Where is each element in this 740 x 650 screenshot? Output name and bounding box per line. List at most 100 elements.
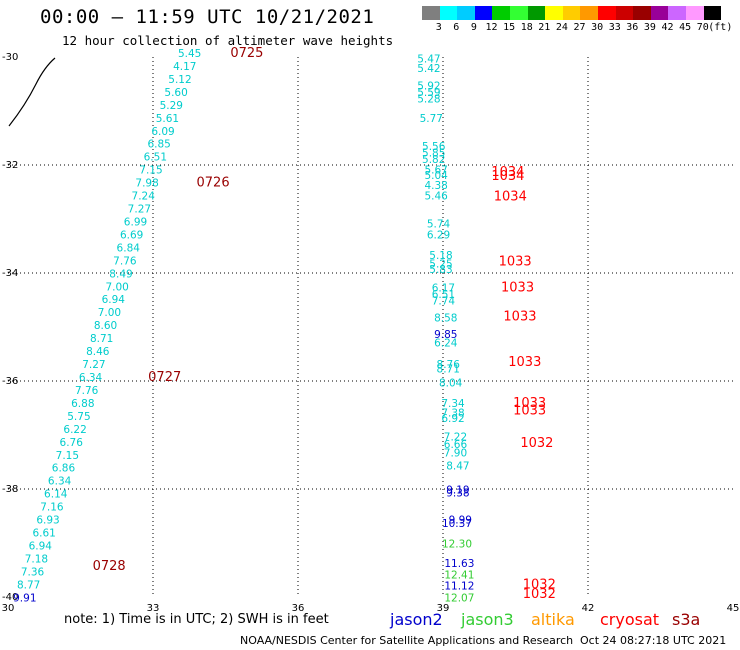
swh-value: 7.00: [105, 281, 128, 293]
swh-value: 5.25: [429, 259, 452, 271]
swh-value: 7.15: [56, 450, 79, 462]
legend-jason2: jason2: [390, 610, 443, 629]
swh-value: 7.90: [444, 448, 467, 460]
swh-value: 5.67: [424, 165, 447, 177]
legend-s3a: s3a: [672, 610, 701, 629]
time-label: 1033: [503, 310, 536, 325]
color-swatch: [685, 6, 704, 20]
swh-value: 6.93: [36, 515, 59, 527]
swh-value: 6.51: [432, 289, 455, 301]
swh-value: 12.41: [444, 570, 474, 582]
color-swatch: [580, 6, 598, 20]
lat-tick-label: -40: [2, 592, 18, 603]
lat-tick-label: -30: [2, 52, 18, 63]
color-scale-label: 33: [608, 22, 621, 33]
time-label: 1034: [494, 190, 527, 205]
note-text: note: 1) Time is in UTC; 2) SWH is in fe…: [64, 612, 329, 627]
time-label: 1032: [523, 577, 556, 592]
color-scale-label: 30: [591, 22, 604, 33]
swh-value: 8.47: [446, 461, 469, 473]
swh-value: 5.28: [417, 93, 440, 105]
swh-value: 7.22: [444, 431, 467, 443]
swh-value: 7.36: [21, 566, 45, 578]
swh-value: 9.38: [446, 488, 469, 500]
swh-value: 8.58: [434, 313, 457, 325]
swh-value: 7.74: [432, 295, 456, 307]
legend-altika: altika: [531, 610, 575, 629]
color-swatch: [457, 6, 475, 20]
color-scale-label: 70: [696, 22, 709, 33]
swh-value: 6.76: [60, 437, 84, 449]
swh-value: 6.88: [71, 398, 94, 410]
page-title: 00:00 — 11:59 UTC 10/21/2021: [40, 6, 375, 28]
lon-tick-label: 39: [437, 603, 450, 614]
color-scale-label: (ft): [708, 22, 733, 33]
color-swatch: [509, 6, 528, 20]
color-scale-label: 21: [538, 22, 551, 33]
swh-value: 6.66: [444, 439, 468, 451]
swh-value: 5.47: [417, 53, 440, 65]
swh-value: 5.46: [424, 191, 448, 203]
color-scale-bar: [422, 6, 722, 20]
color-scale-label: 27: [573, 22, 586, 33]
swh-value: 8.04: [439, 377, 463, 389]
swh-value: 6.85: [147, 139, 170, 151]
color-swatch: [668, 6, 686, 20]
time-label: 1034: [491, 165, 524, 180]
swh-value: 7.24: [132, 191, 156, 203]
swh-value: 5.18: [429, 250, 452, 262]
lat-tick-label: -32: [2, 160, 18, 171]
time-label: 0725: [230, 46, 263, 61]
color-scale-label: 18: [520, 22, 533, 33]
swh-value: 7.34: [441, 398, 465, 410]
lat-tick-label: -36: [2, 376, 18, 387]
swh-value: 8.60: [94, 320, 117, 332]
lon-tick-label: 30: [2, 603, 15, 614]
swh-value: 7.98: [135, 178, 158, 190]
color-scale-label: 36: [626, 22, 639, 33]
swh-value: 8.71: [90, 333, 113, 345]
time-label: 1034: [491, 169, 524, 184]
swh-value: 4.38: [424, 180, 447, 192]
time-label: 1033: [501, 280, 534, 295]
swh-value: 5.59: [417, 87, 440, 99]
color-swatch: [422, 6, 440, 20]
coastline: [8, 57, 56, 127]
lat-tick-label: -34: [2, 268, 18, 279]
swh-value: 5.12: [168, 74, 191, 86]
page-subtitle: 12 hour collection of altimeter wave hei…: [62, 33, 394, 48]
swh-value: 8.76: [437, 359, 461, 371]
swh-value: 5.75: [67, 411, 90, 423]
time-label: 0728: [93, 559, 126, 574]
time-label: 0726: [197, 176, 230, 191]
color-swatch: [474, 6, 493, 20]
legend-cryosat: cryosat: [600, 610, 660, 629]
swh-value: 10.37: [442, 518, 472, 530]
swh-value: 8.77: [17, 579, 40, 591]
swh-value: 7.76: [113, 255, 137, 267]
swh-value: 5.82: [422, 154, 445, 166]
swh-value: 6.94: [102, 294, 126, 306]
swh-value: 9.85: [434, 329, 457, 341]
color-swatch: [703, 6, 722, 20]
lon-tick-label: 45: [727, 603, 740, 614]
color-scale-label: 9: [470, 22, 477, 33]
color-scale-label: 12: [485, 22, 498, 33]
lon-tick-label: 42: [582, 603, 595, 614]
color-scale-label: 39: [643, 22, 656, 33]
lon-tick-label: 36: [292, 603, 305, 614]
color-swatch: [562, 6, 581, 20]
color-scale-label: 45: [679, 22, 692, 33]
time-label: 1033: [499, 254, 532, 269]
swh-value: 5.61: [156, 113, 179, 125]
color-swatch: [527, 6, 546, 20]
swh-value: 5.85: [422, 147, 445, 159]
swh-value: 5.74: [427, 219, 451, 231]
swh-value: 6.29: [427, 229, 450, 241]
swh-value: 8.49: [109, 268, 132, 280]
swh-value: 6.24: [434, 337, 458, 349]
swh-value: 5.77: [420, 113, 443, 125]
swh-value: 6.14: [44, 489, 68, 501]
swh-value: 9.19: [446, 484, 469, 496]
swh-value: 6.84: [117, 242, 141, 254]
